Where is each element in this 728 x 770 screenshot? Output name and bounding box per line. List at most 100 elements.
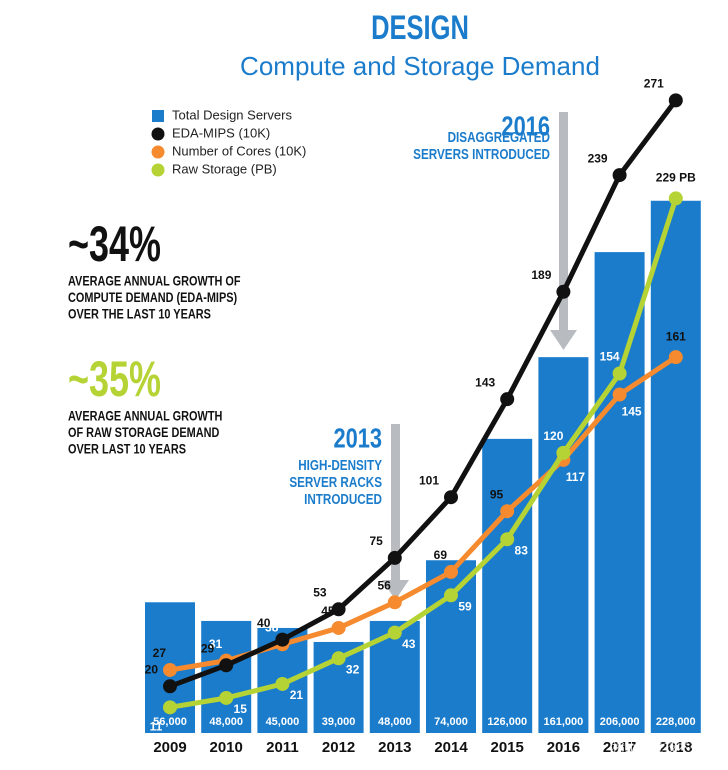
data-label: 20 — [145, 662, 159, 676]
bar-value-label: 48,000 — [209, 716, 243, 728]
point — [331, 620, 346, 635]
legend-swatch — [152, 110, 164, 122]
data-label: 59 — [458, 599, 472, 613]
annotation: SERVERS INTRODUCED — [413, 146, 550, 163]
bar-value-label: 56,000 — [153, 716, 187, 728]
line — [169, 98, 678, 689]
point — [444, 564, 458, 579]
point — [387, 550, 402, 565]
point — [163, 662, 177, 677]
point — [387, 595, 402, 610]
data-label: 189 — [531, 268, 551, 282]
point — [444, 490, 458, 505]
bar — [594, 252, 645, 733]
data-label: 40 — [257, 616, 271, 630]
data-label: 69 — [434, 548, 448, 562]
data-label: 83 — [515, 543, 529, 557]
x-tick-label: 2016 — [547, 739, 580, 756]
x-tick-label: 2018 — [659, 739, 692, 756]
bar-value-label: 48,000 — [378, 716, 412, 728]
line — [169, 197, 679, 710]
point — [275, 676, 290, 691]
annotation: ~34% — [68, 218, 161, 273]
annotation: ~35% — [68, 353, 161, 408]
x-tick-label: 2009 — [153, 739, 186, 756]
data-label: 161 — [666, 329, 686, 343]
bar-value-label: 161,000 — [544, 716, 584, 728]
data-label: 38 — [265, 620, 279, 634]
legend-label: Raw Storage (PB) — [172, 161, 277, 176]
legend-swatch — [151, 163, 165, 177]
data-label: 43 — [402, 637, 416, 651]
data-label: 101 — [419, 473, 439, 487]
chart-subtitle: Compute and Storage Demand — [240, 51, 600, 81]
legend-swatch — [151, 145, 165, 159]
bar — [201, 620, 252, 733]
point — [331, 602, 346, 617]
bar — [426, 560, 476, 733]
x-tick-label: 2010 — [210, 739, 243, 756]
bar — [538, 357, 589, 733]
point — [387, 625, 402, 640]
annotation: COMPUTE DEMAND (EDA-MIPS) — [68, 290, 237, 306]
legend-label: Total Design Servers — [172, 107, 292, 122]
point — [612, 168, 627, 183]
data-label: 120 — [543, 429, 563, 443]
annotation: 2013 — [333, 423, 382, 454]
data-label: 31 — [209, 637, 223, 651]
point — [668, 191, 683, 206]
data-label: 21 — [290, 688, 304, 702]
data-label: 271 — [644, 77, 664, 91]
data-label: 27 — [153, 646, 167, 660]
data-label: 15 — [234, 702, 248, 716]
data-label: 75 — [369, 534, 383, 548]
data-label: 95 — [490, 487, 504, 501]
data-label: 154 — [600, 350, 620, 364]
legend-label: EDA-MIPS (10K) — [172, 125, 270, 140]
bar-value-label: 74,000 — [434, 716, 468, 728]
point — [612, 387, 627, 402]
x-tick-label: 2012 — [322, 739, 355, 756]
legend-label: Number of Cores (10K) — [172, 143, 306, 158]
bar-value-label: 228,000 — [656, 716, 696, 728]
annotation: DISAGGREGATED — [448, 129, 551, 146]
point — [331, 651, 346, 666]
annotation: SERVER RACKS — [289, 474, 382, 491]
point — [163, 700, 177, 715]
annotation: OVER LAST 10 YEARS — [68, 441, 186, 457]
data-label: 117 — [566, 470, 586, 484]
point — [556, 284, 571, 299]
bar-value-label: 39,000 — [322, 716, 356, 728]
x-tick-label: 2011 — [266, 739, 299, 756]
x-tick-label: 2017 — [603, 739, 636, 756]
data-label: 11 — [150, 719, 163, 733]
annotation: OF RAW STORAGE DEMAND — [68, 425, 219, 441]
annotation: INTRODUCED — [304, 491, 382, 508]
bar-value-label: 206,000 — [600, 716, 640, 728]
bar-value-label: 126,000 — [487, 716, 527, 728]
data-label: 229 PB — [656, 171, 696, 185]
legend-swatch — [151, 127, 165, 141]
x-tick-label: 2015 — [491, 739, 524, 756]
bar-value-label: 45,000 — [266, 716, 300, 728]
chart-title: DESIGN — [371, 10, 469, 47]
point — [668, 93, 683, 108]
data-label: 32 — [346, 662, 360, 676]
annotation: AVERAGE ANNUAL GROWTH OF — [68, 273, 241, 289]
point — [556, 445, 571, 460]
data-label: 53 — [313, 585, 327, 599]
point — [500, 504, 515, 519]
bar — [650, 200, 701, 734]
point — [668, 350, 683, 365]
point — [163, 679, 177, 694]
point — [500, 392, 515, 407]
data-label: 145 — [622, 405, 642, 419]
bar — [482, 438, 533, 733]
annotation: OVER THE LAST 10 YEARS — [68, 306, 211, 322]
point — [219, 690, 234, 705]
point — [219, 658, 234, 673]
point — [500, 532, 515, 547]
data-label: 143 — [475, 375, 495, 389]
x-tick-label: 2013 — [378, 739, 411, 756]
